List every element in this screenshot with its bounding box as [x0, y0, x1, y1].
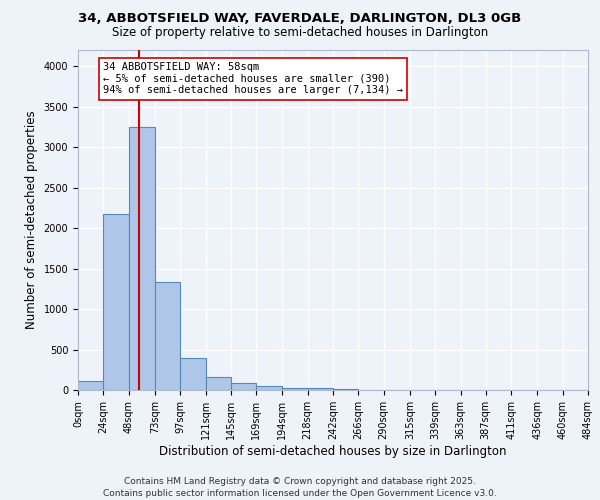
Bar — [78, 381, 103, 390]
Bar — [333, 389, 358, 390]
Bar — [231, 382, 256, 390]
Text: 34, ABBOTSFIELD WAY, FAVERDALE, DARLINGTON, DL3 0GB: 34, ABBOTSFIELD WAY, FAVERDALE, DARLINGT… — [79, 12, 521, 26]
Text: Size of property relative to semi-detached houses in Darlington: Size of property relative to semi-detach… — [112, 26, 488, 39]
Bar — [308, 388, 333, 390]
Bar — [180, 358, 205, 390]
Bar — [103, 214, 128, 390]
Text: 34 ABBOTSFIELD WAY: 58sqm
← 5% of semi-detached houses are smaller (390)
94% of : 34 ABBOTSFIELD WAY: 58sqm ← 5% of semi-d… — [103, 62, 403, 96]
Bar — [155, 282, 180, 390]
Bar — [128, 127, 155, 390]
Bar — [256, 386, 283, 390]
Bar — [205, 376, 231, 390]
X-axis label: Distribution of semi-detached houses by size in Darlington: Distribution of semi-detached houses by … — [159, 444, 507, 458]
Y-axis label: Number of semi-detached properties: Number of semi-detached properties — [25, 110, 38, 330]
Bar — [283, 388, 308, 390]
Text: Contains HM Land Registry data © Crown copyright and database right 2025.
Contai: Contains HM Land Registry data © Crown c… — [103, 476, 497, 498]
